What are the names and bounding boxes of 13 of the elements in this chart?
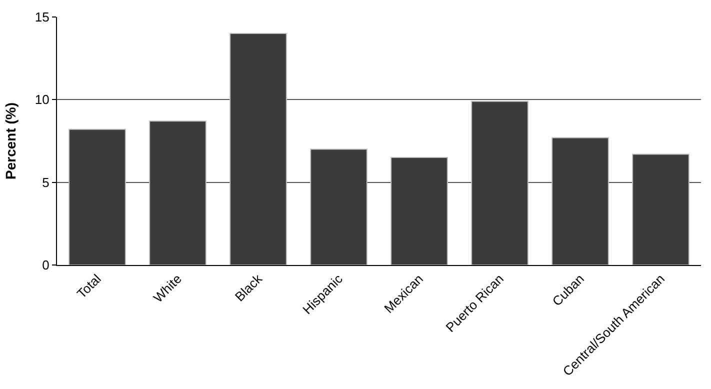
- bar: [390, 157, 448, 265]
- bar: [310, 148, 368, 265]
- y-tick-label: 10: [34, 92, 50, 108]
- bar: [632, 154, 690, 265]
- y-tick-label: 15: [34, 10, 50, 25]
- y-axis-title: Percent (%): [2, 102, 19, 180]
- bar: [471, 100, 528, 265]
- bar: [552, 137, 609, 265]
- bar: [68, 128, 126, 265]
- y-tick-label: 0: [42, 258, 50, 273]
- y-tick-label: 5: [42, 174, 50, 190]
- bar: [149, 120, 206, 265]
- bar: [230, 33, 287, 265]
